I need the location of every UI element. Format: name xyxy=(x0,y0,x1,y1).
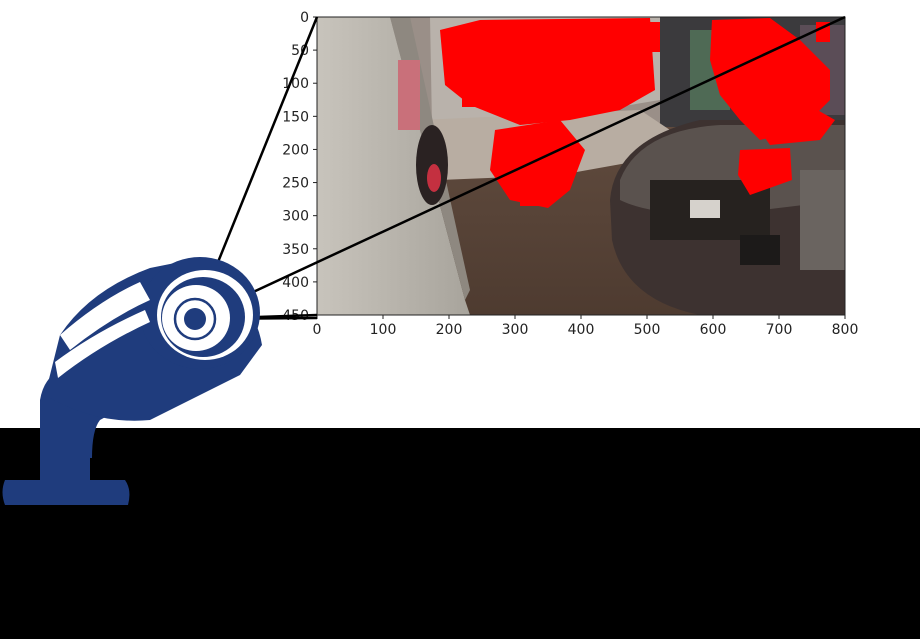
security-camera-icon xyxy=(2,257,262,505)
y-tick-label: 200 xyxy=(282,142,309,158)
x-tick-label: 700 xyxy=(766,322,793,338)
x-tick-label: 600 xyxy=(700,322,727,338)
x-tick-label: 300 xyxy=(502,322,529,338)
background-black-band xyxy=(0,428,920,639)
x-tick-label: 400 xyxy=(568,322,595,338)
x-tick-label: 200 xyxy=(436,322,463,338)
x-axis: 0 100 200 300 400 500 600 700 800 xyxy=(313,315,859,338)
y-tick-label: 0 xyxy=(300,10,309,26)
y-tick-label: 250 xyxy=(282,176,309,192)
x-tick-label: 800 xyxy=(832,322,859,338)
y-tick-label: 150 xyxy=(282,109,309,125)
x-tick-label: 0 xyxy=(313,322,322,338)
y-tick-label: 400 xyxy=(282,275,309,291)
x-tick-label: 500 xyxy=(634,322,661,338)
detection-overlay xyxy=(440,18,835,208)
y-tick-label: 300 xyxy=(282,209,309,225)
x-tick-label: 100 xyxy=(370,322,397,338)
camera-frame-image xyxy=(317,17,845,315)
y-tick-label: 350 xyxy=(282,242,309,258)
